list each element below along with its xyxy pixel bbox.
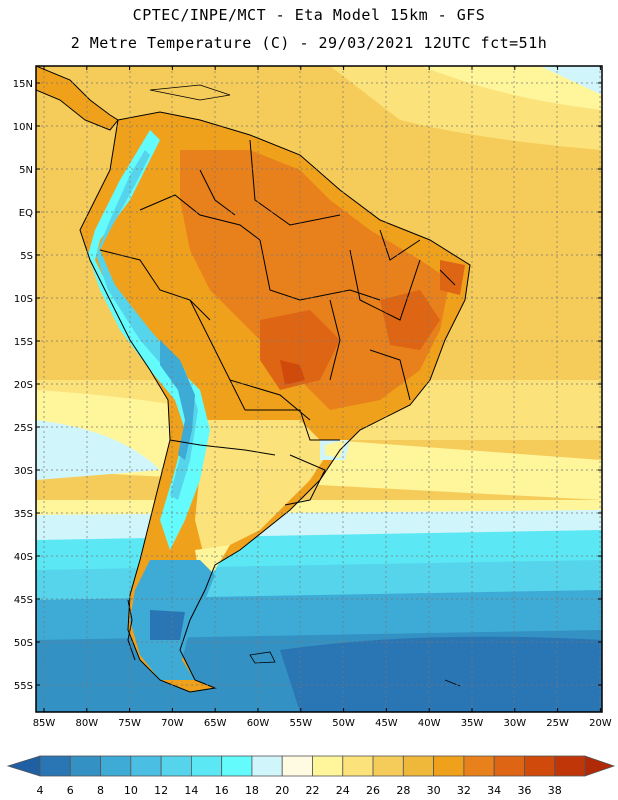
lat-label-30s: 30S: [14, 466, 33, 477]
colorbar-label-28: 28: [396, 784, 410, 797]
colorbar-label-12: 12: [154, 784, 168, 797]
colorbar-high-arrow: [584, 755, 616, 777]
lat-label-10s: 10S: [14, 294, 33, 305]
colorbar-swatch: [130, 755, 162, 777]
colorbar-label-26: 26: [366, 784, 380, 797]
map-field: [36, 66, 602, 712]
lat-label-50s: 50S: [14, 638, 33, 649]
colorbar-swatch: [342, 755, 374, 777]
title-line-1: CPTEC/INPE/MCT - Eta Model 15km - GFS: [132, 6, 486, 24]
lon-label-70w: 70W: [161, 718, 184, 729]
colorbar-label-10: 10: [124, 784, 138, 797]
colorbar-swatch: [251, 755, 283, 777]
lon-label-45w: 45W: [375, 718, 398, 729]
colorbar-label-30: 30: [427, 784, 441, 797]
lat-label-5s: 5S: [20, 251, 33, 262]
lat-label-10n: 10N: [13, 122, 33, 133]
colorbar-low-arrow: [6, 755, 41, 777]
colorbar-label-32: 32: [457, 784, 471, 797]
lat-lon-grid: [36, 66, 602, 712]
colorbar-swatch: [100, 755, 132, 777]
colorbar-swatch: [39, 755, 71, 777]
country-borders: [79, 111, 471, 693]
colorbar-swatch: [433, 755, 465, 777]
colorbar-swatch: [312, 755, 344, 777]
lat-label-5n: 5N: [19, 165, 33, 176]
colorbar-label-18: 18: [245, 784, 259, 797]
map-frame: [35, 65, 603, 713]
lon-label-60w: 60W: [247, 718, 270, 729]
lat-label-15n: 15N: [13, 79, 33, 90]
colorbar-label-36: 36: [517, 784, 531, 797]
latitude-labels: 15N 10N 5N EQ 5S 10S 15S 20S 25S 30S 35S 40S 45S 50S 5…: [13, 79, 33, 692]
lon-label-25w: 25W: [546, 718, 569, 729]
colorbar-labels: 4 6 8 10 12 14 16 18 20 22 24 26 28 30 32 34 36 38: [37, 784, 562, 797]
lon-label-85w: 85W: [33, 718, 56, 729]
lon-label-30w: 30W: [503, 718, 526, 729]
colorbar-label-20: 20: [275, 784, 289, 797]
colorbar-label-6: 6: [67, 784, 74, 797]
longitude-labels: 85W 80W 75W 70W 65W 60W 55W 50W 45W 40W 35W 30W 25W 2…: [33, 718, 612, 729]
colorbar-swatch: [190, 755, 223, 777]
lon-label-35w: 35W: [461, 718, 484, 729]
lon-label-80w: 80W: [75, 718, 98, 729]
colorbar-label-4: 4: [37, 784, 44, 797]
lon-label-50w: 50W: [332, 718, 355, 729]
lat-label-15s: 15S: [14, 337, 33, 348]
colorbar-swatch: [221, 755, 253, 777]
colorbar-label-22: 22: [306, 784, 320, 797]
lat-label-eq: EQ: [19, 208, 33, 219]
lon-label-40w: 40W: [418, 718, 441, 729]
lat-label-55s: 55S: [14, 681, 33, 692]
colorbar: [6, 755, 616, 777]
colorbar-swatch: [69, 755, 101, 777]
colorbar-label-34: 34: [487, 784, 501, 797]
lon-label-55w: 55W: [289, 718, 312, 729]
lon-label-20w: 20W: [589, 718, 612, 729]
lon-label-65w: 65W: [204, 718, 227, 729]
colorbar-swatch: [524, 755, 556, 777]
colorbar-label-38: 38: [548, 784, 562, 797]
colorbar-swatch: [372, 755, 404, 777]
colorbar-swatch: [554, 755, 586, 777]
lat-label-20s: 20S: [14, 380, 33, 391]
colorbar-swatch: [463, 755, 495, 777]
colorbar-swatch: [160, 755, 192, 777]
colorbar-label-24: 24: [336, 784, 350, 797]
lat-label-40s: 40S: [14, 552, 33, 563]
colorbar-swatch: [281, 755, 313, 777]
lon-label-75w: 75W: [118, 718, 141, 729]
colorbar-label-8: 8: [97, 784, 104, 797]
colorbar-label-16: 16: [215, 784, 229, 797]
lat-label-45s: 45S: [14, 595, 33, 606]
colorbar-swatch: [402, 755, 435, 777]
title-line-2: 2 Metre Temperature (C) - 29/03/2021 12U…: [70, 34, 548, 52]
colorbar-label-14: 14: [184, 784, 198, 797]
colorbar-swatch: [493, 755, 525, 777]
lat-label-35s: 35S: [14, 509, 33, 520]
lat-label-25s: 25S: [14, 423, 33, 434]
